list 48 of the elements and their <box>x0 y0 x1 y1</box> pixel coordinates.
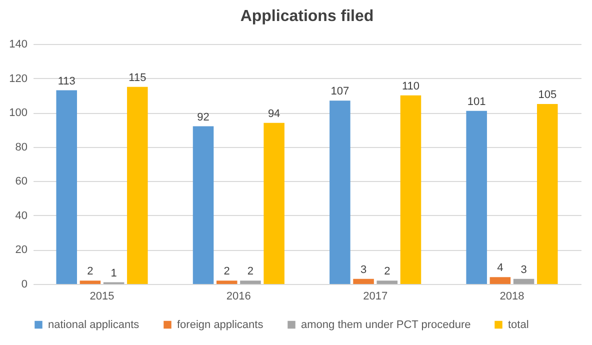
data-label: 94 <box>268 108 280 120</box>
y-tick-label: 140 <box>9 38 28 50</box>
data-label: 101 <box>467 96 486 108</box>
data-label: 105 <box>538 89 557 101</box>
chart-title: Applications filed <box>240 8 374 25</box>
data-label: 2 <box>224 266 230 278</box>
data-label: 2 <box>247 266 254 278</box>
data-label: 115 <box>128 72 146 84</box>
bar <box>264 122 284 284</box>
x-tick-label: 2018 <box>500 290 524 302</box>
bar <box>490 277 511 284</box>
data-label: 4 <box>497 262 504 274</box>
data-label: 3 <box>360 264 367 276</box>
bar <box>216 280 238 284</box>
data-label: 3 <box>520 264 527 276</box>
bar <box>376 280 398 284</box>
legend-label: foreign applicants <box>177 318 264 331</box>
x-tick-label: 2015 <box>90 290 114 302</box>
bar <box>537 104 558 284</box>
legend-label: national applicants <box>48 318 140 331</box>
bar <box>513 278 534 284</box>
data-label: 110 <box>402 80 420 92</box>
y-tick-label: 20 <box>15 244 28 256</box>
y-tick-label: 0 <box>21 278 28 290</box>
data-label: 1 <box>110 267 117 280</box>
y-tick-label: 80 <box>15 141 28 154</box>
y-tick-label: 120 <box>9 72 28 85</box>
bar <box>330 100 350 284</box>
legend-label: among them under PCT procedure <box>301 318 471 331</box>
y-tick-label: 40 <box>15 210 28 222</box>
bar <box>127 86 148 284</box>
bar <box>56 90 77 284</box>
data-label: 113 <box>58 75 76 88</box>
legend-label: total <box>508 318 529 331</box>
bar <box>353 278 374 284</box>
data-label: 2 <box>87 266 94 278</box>
data-label: 2 <box>384 266 390 278</box>
bar <box>192 126 214 284</box>
bar <box>240 280 261 284</box>
y-tick-label: 100 <box>9 107 28 120</box>
y-tick-label: 60 <box>15 176 28 188</box>
bar <box>80 280 101 284</box>
bar <box>466 110 487 284</box>
x-tick-label: 2017 <box>363 290 388 302</box>
x-tick-label: 2016 <box>226 290 251 302</box>
bar <box>400 95 422 284</box>
data-label: 107 <box>330 86 350 98</box>
data-label: 92 <box>197 111 210 124</box>
